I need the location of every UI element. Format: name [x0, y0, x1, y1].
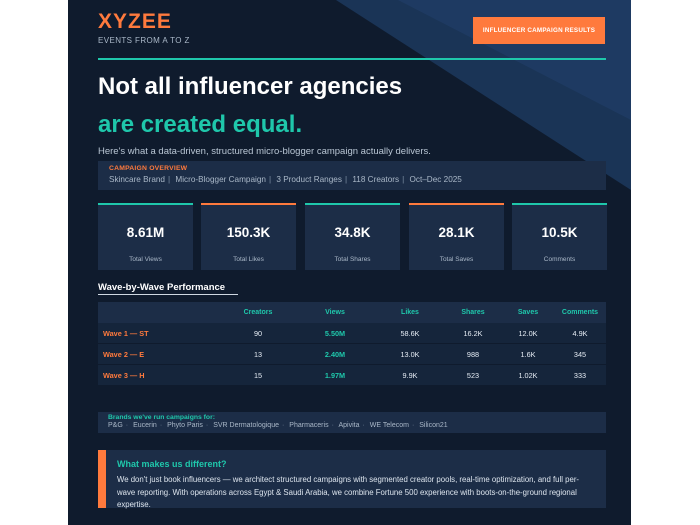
likes-cell: 13.0K	[400, 350, 420, 359]
column-header-likes: Likes	[401, 309, 419, 316]
brands-list: P&G · Eucerin · Phyto Paris · SVR Dermatolo…	[108, 422, 596, 429]
saves-cell: 1.02K	[518, 371, 538, 380]
brands-box: Brands we've run campaigns for: P&G · Euc…	[98, 412, 606, 433]
column-header-saves: Saves	[517, 309, 539, 316]
overview-separator: |	[167, 175, 171, 184]
column-header-comments: Comments	[561, 309, 599, 316]
campaign-results-sheet: XYZEE EVENTS FROM A TO Z INFLUENCER CAMP…	[68, 0, 631, 525]
wave-name: Wave 2 — E	[103, 350, 145, 359]
column-header-views: Views	[325, 309, 345, 316]
kpi-card-total-views: 8.61M Total Views	[98, 203, 193, 270]
overview-detail: 118 Creators	[352, 175, 400, 184]
kpi-card-total-saves: 28.1K Total Saves	[409, 203, 504, 270]
headline-line-1: Not all influencer agencies	[98, 73, 403, 100]
brand-separator: ·	[331, 422, 334, 429]
kpi-card-total-shares: 34.8K Total Shares	[305, 203, 400, 270]
kpi-label: Total Shares	[334, 256, 371, 263]
campaign-overview-details: Skincare Brand | Micro-Blogger Campaign | …	[109, 175, 595, 184]
overview-separator: |	[344, 175, 348, 184]
saves-cell: 1.6K	[520, 350, 536, 359]
overview-detail: Micro-Blogger Campaign	[175, 175, 266, 184]
kpi-value: 8.61M	[126, 225, 165, 240]
differentiator-box: What makes us different? We don't just b…	[98, 450, 606, 509]
differentiator-accent-bar	[98, 450, 106, 508]
brand-name: Phyto Paris	[167, 422, 203, 429]
kpi-value: 34.8K	[334, 225, 371, 240]
kpi-accent-bar	[512, 203, 607, 205]
creators-cell: 15	[253, 371, 263, 380]
brand-logo-text: XYZEE	[98, 10, 172, 33]
differentiator-body: We don't just book influencers — we arch…	[117, 475, 580, 509]
overview-detail: Skincare Brand	[109, 175, 165, 184]
kpi-label: Comments	[543, 256, 576, 263]
brand-name: P&G	[108, 422, 123, 429]
views-cell: 5.50M	[324, 329, 346, 338]
table-row: Wave 2 — E 13 2.40M 13.0K 988 1.6K 345	[98, 344, 606, 365]
comments-cell: 345	[573, 350, 587, 359]
overview-detail: Oct–Dec 2025	[409, 175, 462, 184]
brand-name: Pharmaceris	[289, 422, 329, 429]
kpi-accent-bar	[98, 203, 193, 205]
comments-cell: 4.9K	[572, 329, 588, 338]
creators-cell: 13	[253, 350, 263, 359]
saves-cell: 12.0K	[518, 329, 538, 338]
likes-cell: 58.6K	[400, 329, 420, 338]
views-cell: 1.97M	[324, 371, 346, 380]
wave-performance-underline	[98, 294, 238, 295]
kpi-label: Total Saves	[439, 256, 474, 263]
shares-cell: 988	[466, 350, 480, 359]
kpi-label: Total Views	[129, 256, 162, 263]
differentiator-title: What makes us different?	[117, 459, 227, 469]
brand-separator: ·	[205, 422, 209, 429]
brands-title: Brands we've run campaigns for:	[108, 414, 215, 421]
kpi-value: 150.3K	[226, 225, 271, 240]
campaign-overview-box: CAMPAIGN OVERVIEW Skincare Brand | Micro-…	[98, 161, 606, 190]
headline-line-2: are created equal.	[98, 111, 303, 138]
brand-separator: ·	[411, 422, 415, 429]
kpi-cards: 8.61M Total Views 150.3K Total Likes 34.…	[98, 203, 608, 270]
overview-detail: 3 Product Ranges	[276, 175, 342, 184]
comments-cell: 333	[573, 371, 587, 380]
table-header-row: Creators Views Likes Shares Saves Commen…	[98, 302, 606, 323]
campaign-results-badge: INFLUENCER CAMPAIGN RESULTS	[473, 17, 605, 44]
overview-separator: |	[402, 175, 405, 184]
overview-separator: |	[268, 175, 272, 184]
headline-subtitle: Here's what a data-driven, structured mi…	[98, 146, 431, 157]
wave-name: Wave 3 — H	[103, 371, 145, 380]
shares-cell: 16.2K	[463, 329, 483, 338]
brand-separator: ·	[281, 422, 285, 429]
brand-separator: ·	[159, 422, 163, 429]
likes-cell: 9.9K	[402, 371, 418, 380]
brand-name: Eucerin	[133, 422, 157, 429]
kpi-label: Total Likes	[233, 256, 264, 263]
wave-performance-table: Creators Views Likes Shares Saves Commen…	[98, 302, 606, 386]
brand-name: SVR Dermatologique	[213, 422, 279, 429]
creators-cell: 90	[253, 329, 263, 338]
views-cell: 2.40M	[324, 350, 346, 359]
kpi-accent-bar	[201, 203, 296, 205]
kpi-accent-bar	[409, 203, 504, 205]
brand-name: WE Telecom	[369, 422, 409, 429]
kpi-card-total-likes: 150.3K Total Likes	[201, 203, 296, 270]
shares-cell: 523	[466, 371, 480, 380]
brand-separator: ·	[125, 422, 129, 429]
brand-name: Silicon21	[419, 422, 448, 429]
brand-tagline: EVENTS FROM A TO Z	[98, 36, 190, 45]
kpi-value: 10.5K	[541, 225, 578, 240]
brand-name: Apivita	[338, 422, 360, 429]
kpi-accent-bar	[305, 203, 400, 205]
table-row: Wave 1 — ST 90 5.50M 58.6K 16.2K 12.0K 4…	[98, 323, 606, 344]
wave-performance-title: Wave-by-Wave Performance	[98, 282, 226, 293]
column-header-creators: Creators	[243, 309, 273, 316]
table-row: Wave 3 — H 15 1.97M 9.9K 523 1.02K 333	[98, 365, 606, 386]
kpi-card-comments: 10.5K Comments	[512, 203, 607, 270]
kpi-value: 28.1K	[438, 225, 475, 240]
brand-separator: ·	[362, 422, 365, 429]
campaign-overview-title: CAMPAIGN OVERVIEW	[109, 165, 188, 172]
column-header-shares: Shares	[461, 309, 485, 316]
wave-name: Wave 1 — ST	[103, 329, 149, 338]
header-divider	[98, 58, 606, 60]
